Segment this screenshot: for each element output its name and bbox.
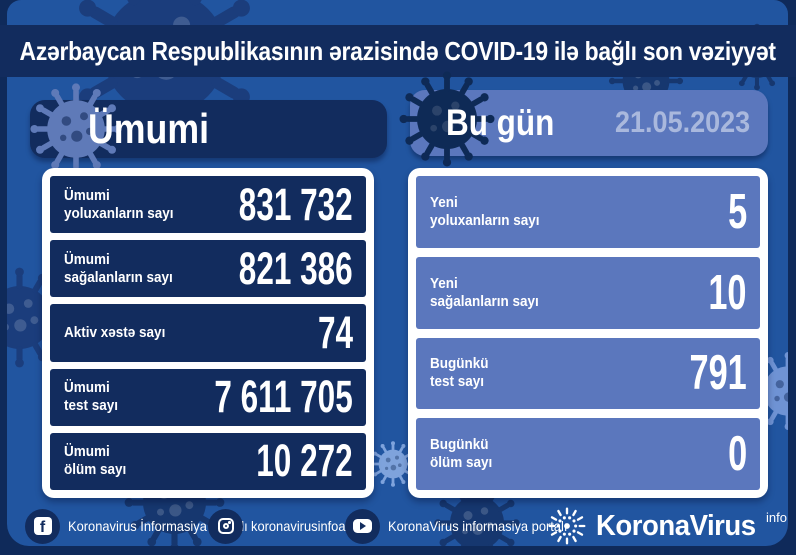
stat-row-total-recovered: Ümumi sağalanların sayı 821 386	[50, 240, 366, 298]
stat-value: 7 611 705	[214, 371, 353, 423]
stat-label: Yeni	[430, 274, 458, 292]
stat-label: test sayı	[430, 373, 485, 391]
date: 21.05.2023	[614, 106, 750, 139]
stat-row-total-tests: Ümumi test sayı 7 611 705	[50, 368, 366, 426]
stat-label: yoluxanların sayı	[430, 211, 540, 229]
logo-text: KoronaVirus	[596, 509, 756, 542]
stat-value: 0	[727, 427, 747, 482]
stat-label: test sayı	[64, 397, 119, 415]
stat-label: yoluxanların sayı	[64, 204, 174, 222]
stat-label: Bugünkü	[430, 355, 489, 373]
youtube-icon	[345, 508, 380, 544]
stat-value: 74	[317, 307, 353, 358]
stat-row-total-infections: Ümumi yoluxanların sayı 831 732	[50, 176, 366, 234]
virus-logo-icon	[547, 506, 587, 546]
stat-row-new-recovered: Yeni sağalanların sayı 10	[416, 256, 760, 329]
stat-label: Yeni	[430, 193, 458, 211]
today-header: Bu gün 21.05.2023	[410, 90, 768, 156]
stat-label: Aktiv xəstə sayı	[64, 324, 166, 341]
stat-label: ölüm sayı	[64, 461, 127, 479]
stat-value: 821 386	[239, 242, 353, 294]
stat-label: Bugünkü	[430, 436, 489, 454]
stat-label: sağalanların sayı	[64, 268, 173, 286]
totals-panel: Ümumi yoluxanların sayı 831 732 Ümumi sa…	[42, 168, 374, 498]
facebook-link[interactable]: f Koronavirus İnformasiya Portalı	[25, 503, 263, 549]
stat-value: 831 732	[239, 178, 353, 230]
facebook-label: Koronavirus İnformasiya Portalı	[68, 518, 248, 534]
stat-row-today-deaths: Bugünkü ölüm sayı 0	[416, 418, 760, 490]
youtube-label: KoronaVirus informasiya portalı	[388, 518, 568, 534]
stat-row-total-deaths: Ümumi ölüm sayı 10 272	[50, 432, 366, 491]
today-title: Bu gün	[446, 102, 555, 143]
koronavirus-logo: KoronaVirus info	[547, 503, 787, 549]
stat-value: 10 272	[256, 435, 353, 487]
page-title: Azərbaycan Respublikasının ərazisində CO…	[19, 35, 777, 66]
totals-header: Ümumi	[30, 100, 387, 158]
stat-row-active-cases: Aktiv xəstə sayı 74	[50, 304, 366, 362]
instagram-link[interactable]: koronavirusinfoaz	[208, 503, 361, 549]
today-panel: Yeni yoluxanların sayı 5 Yeni sağalanlar…	[408, 168, 768, 498]
instagram-label: koronavirusinfoaz	[251, 518, 352, 534]
totals-title: Ümumi	[88, 105, 210, 152]
instagram-icon	[208, 508, 243, 544]
stat-label: Ümumi	[64, 379, 110, 397]
stat-label: sağalanların sayı	[430, 292, 539, 310]
stat-value: 5	[727, 184, 747, 239]
footer: f Koronavirus İnformasiya Portalı korona…	[0, 503, 796, 549]
title-banner: Azərbaycan Respublikasının ərazisində CO…	[0, 25, 796, 77]
stat-row-new-infections: Yeni yoluxanların sayı 5	[416, 176, 760, 248]
stat-value: 10	[708, 265, 747, 320]
logo-suffix: info	[766, 509, 787, 525]
youtube-link[interactable]: KoronaVirus informasiya portalı	[345, 503, 583, 549]
stat-label: ölüm sayı	[430, 454, 493, 472]
stat-value: 791	[689, 346, 747, 401]
stat-label: Ümumi	[64, 186, 110, 204]
stat-label: Ümumi	[64, 443, 110, 461]
facebook-icon: f	[25, 508, 60, 544]
stat-row-today-tests: Bugünkü test sayı 791	[416, 337, 760, 410]
stat-label: Ümumi	[64, 250, 110, 268]
